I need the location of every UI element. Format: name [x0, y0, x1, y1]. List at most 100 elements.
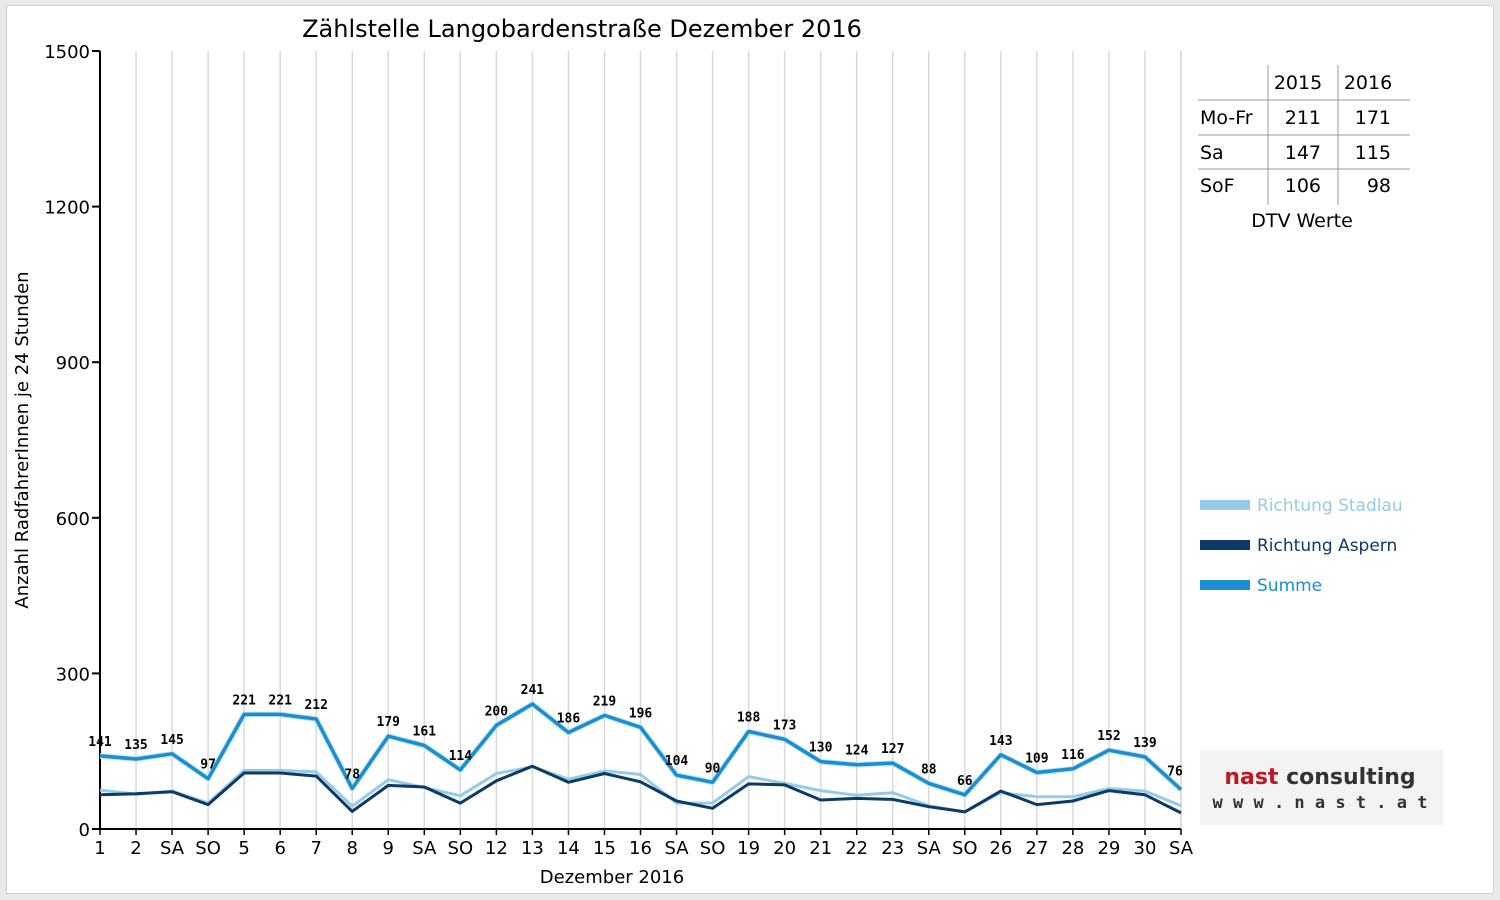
chart-frame: [6, 5, 1494, 894]
data-label: 76: [1167, 765, 1183, 780]
x-tick-label: SO: [448, 838, 474, 859]
x-tick-label: SA: [664, 838, 689, 859]
x-tick-label: 2: [130, 838, 141, 859]
x-tick-label: 12: [485, 838, 508, 859]
data-label: 219: [593, 694, 616, 709]
data-label: 200: [485, 704, 509, 719]
data-label: 145: [160, 733, 183, 748]
table-cell: 211: [1285, 107, 1321, 129]
y-axis-label: Anzahl RadfahrerInnen je 24 Stunden: [12, 271, 33, 608]
table-caption: DTV Werte: [1251, 210, 1353, 232]
x-axis-label: Dezember 2016: [540, 867, 684, 888]
data-label: 152: [1097, 729, 1120, 744]
data-label: 161: [413, 724, 437, 739]
x-tick-label: 29: [1097, 838, 1120, 859]
x-tick-label: 9: [383, 838, 394, 859]
logo: nast consulting w w w . n a s t . a t: [1200, 750, 1443, 825]
x-tick-label: 19: [737, 838, 760, 859]
data-label: 130: [809, 741, 833, 756]
x-tick-label: SO: [195, 838, 221, 859]
x-tick-label: 5: [238, 838, 249, 859]
x-tick-label: SA: [412, 838, 437, 859]
x-tick-label: 16: [629, 838, 652, 859]
data-label: 66: [957, 774, 973, 789]
legend-swatch: [1200, 500, 1250, 510]
x-tick-label: 30: [1134, 838, 1157, 859]
x-tick-label: 6: [274, 838, 285, 859]
y-tick-label: 600: [56, 509, 90, 530]
x-tick-label: 20: [773, 838, 796, 859]
data-label: 188: [737, 710, 761, 725]
data-label: 135: [124, 738, 147, 753]
series-line-richtung-aspern: [99, 764, 1182, 815]
series-layer: [99, 701, 1183, 815]
y-tick-label: 1200: [44, 198, 90, 219]
x-tick-label: 28: [1061, 838, 1084, 859]
data-label: 88: [921, 762, 937, 777]
x-tick-label: 26: [989, 838, 1012, 859]
chart-title: Zählstelle Langobardenstraße Dezember 20…: [302, 15, 862, 43]
legend-swatch: [1200, 580, 1250, 590]
dtv-table: 2015 2016 Mo-Fr 211 171 Sa 147 115 SoF 1…: [1198, 65, 1410, 232]
data-label: 196: [629, 706, 653, 721]
table-header-2015: 2015: [1274, 72, 1322, 94]
table-cell: 98: [1367, 175, 1391, 197]
data-label: 173: [773, 718, 796, 733]
x-tick-label: 13: [521, 838, 544, 859]
legend: Richtung Stadlau Richtung Aspern Summe: [1200, 496, 1403, 596]
x-tick-label: 1: [94, 838, 105, 859]
x-tick-label: 21: [809, 838, 832, 859]
x-tick-label: 22: [845, 838, 868, 859]
table-cell: 115: [1355, 142, 1391, 164]
table-cell: 147: [1285, 142, 1321, 164]
x-tick-label: 27: [1025, 838, 1048, 859]
data-label: 116: [1061, 748, 1085, 763]
legend-label: Richtung Stadlau: [1257, 496, 1403, 516]
data-label: 212: [304, 698, 327, 713]
table-row-label: Sa: [1200, 142, 1224, 164]
legend-swatch: [1200, 540, 1250, 550]
logo-text: nast consulting: [1224, 765, 1415, 790]
logo-url: w w w . n a s t . a t: [1213, 793, 1428, 813]
series-line-summe: [99, 702, 1183, 797]
data-label: 143: [989, 734, 1012, 749]
x-tick-label: 14: [557, 838, 580, 859]
x-tick-label: 8: [347, 838, 358, 859]
table-header-2016: 2016: [1344, 72, 1392, 94]
logo-background: [1200, 750, 1443, 825]
x-tick-label: 15: [593, 838, 616, 859]
table-row-label: Mo-Fr: [1200, 107, 1253, 129]
y-tick-label: 900: [56, 353, 90, 374]
y-tick-label: 300: [56, 664, 90, 685]
legend-label: Summe: [1257, 576, 1322, 596]
data-labels: 141 135 145 97 221 221 212 78 179 161 114 200 241 186…: [88, 683, 1183, 789]
x-tick-label: 23: [881, 838, 904, 859]
data-label: 179: [377, 715, 400, 730]
x-tick-label: SO: [700, 838, 726, 859]
data-label: 221: [232, 693, 256, 708]
table-cell: 106: [1285, 175, 1321, 197]
data-label: 124: [845, 744, 869, 759]
table-cell: 171: [1355, 107, 1391, 129]
data-label: 141: [88, 735, 112, 750]
data-label: 109: [1025, 751, 1048, 766]
data-label: 114: [449, 749, 473, 764]
x-tick-label: SO: [952, 838, 978, 859]
y-tick-label: 0: [79, 820, 90, 841]
y-tick-label: 1500: [44, 42, 90, 63]
data-label: 186: [557, 712, 581, 727]
x-tick-label: SA: [1169, 838, 1194, 859]
table-row-label: SoF: [1200, 175, 1235, 197]
data-label: 139: [1133, 736, 1156, 751]
data-label: 97: [200, 758, 216, 773]
grid: [135, 51, 1182, 829]
data-label: 221: [268, 693, 292, 708]
data-label: 241: [521, 683, 545, 698]
x-tick-label: SA: [160, 838, 185, 859]
data-label: 127: [881, 742, 904, 757]
data-label: 78: [344, 768, 360, 783]
data-label: 104: [665, 754, 689, 769]
legend-label: Richtung Aspern: [1257, 536, 1397, 556]
